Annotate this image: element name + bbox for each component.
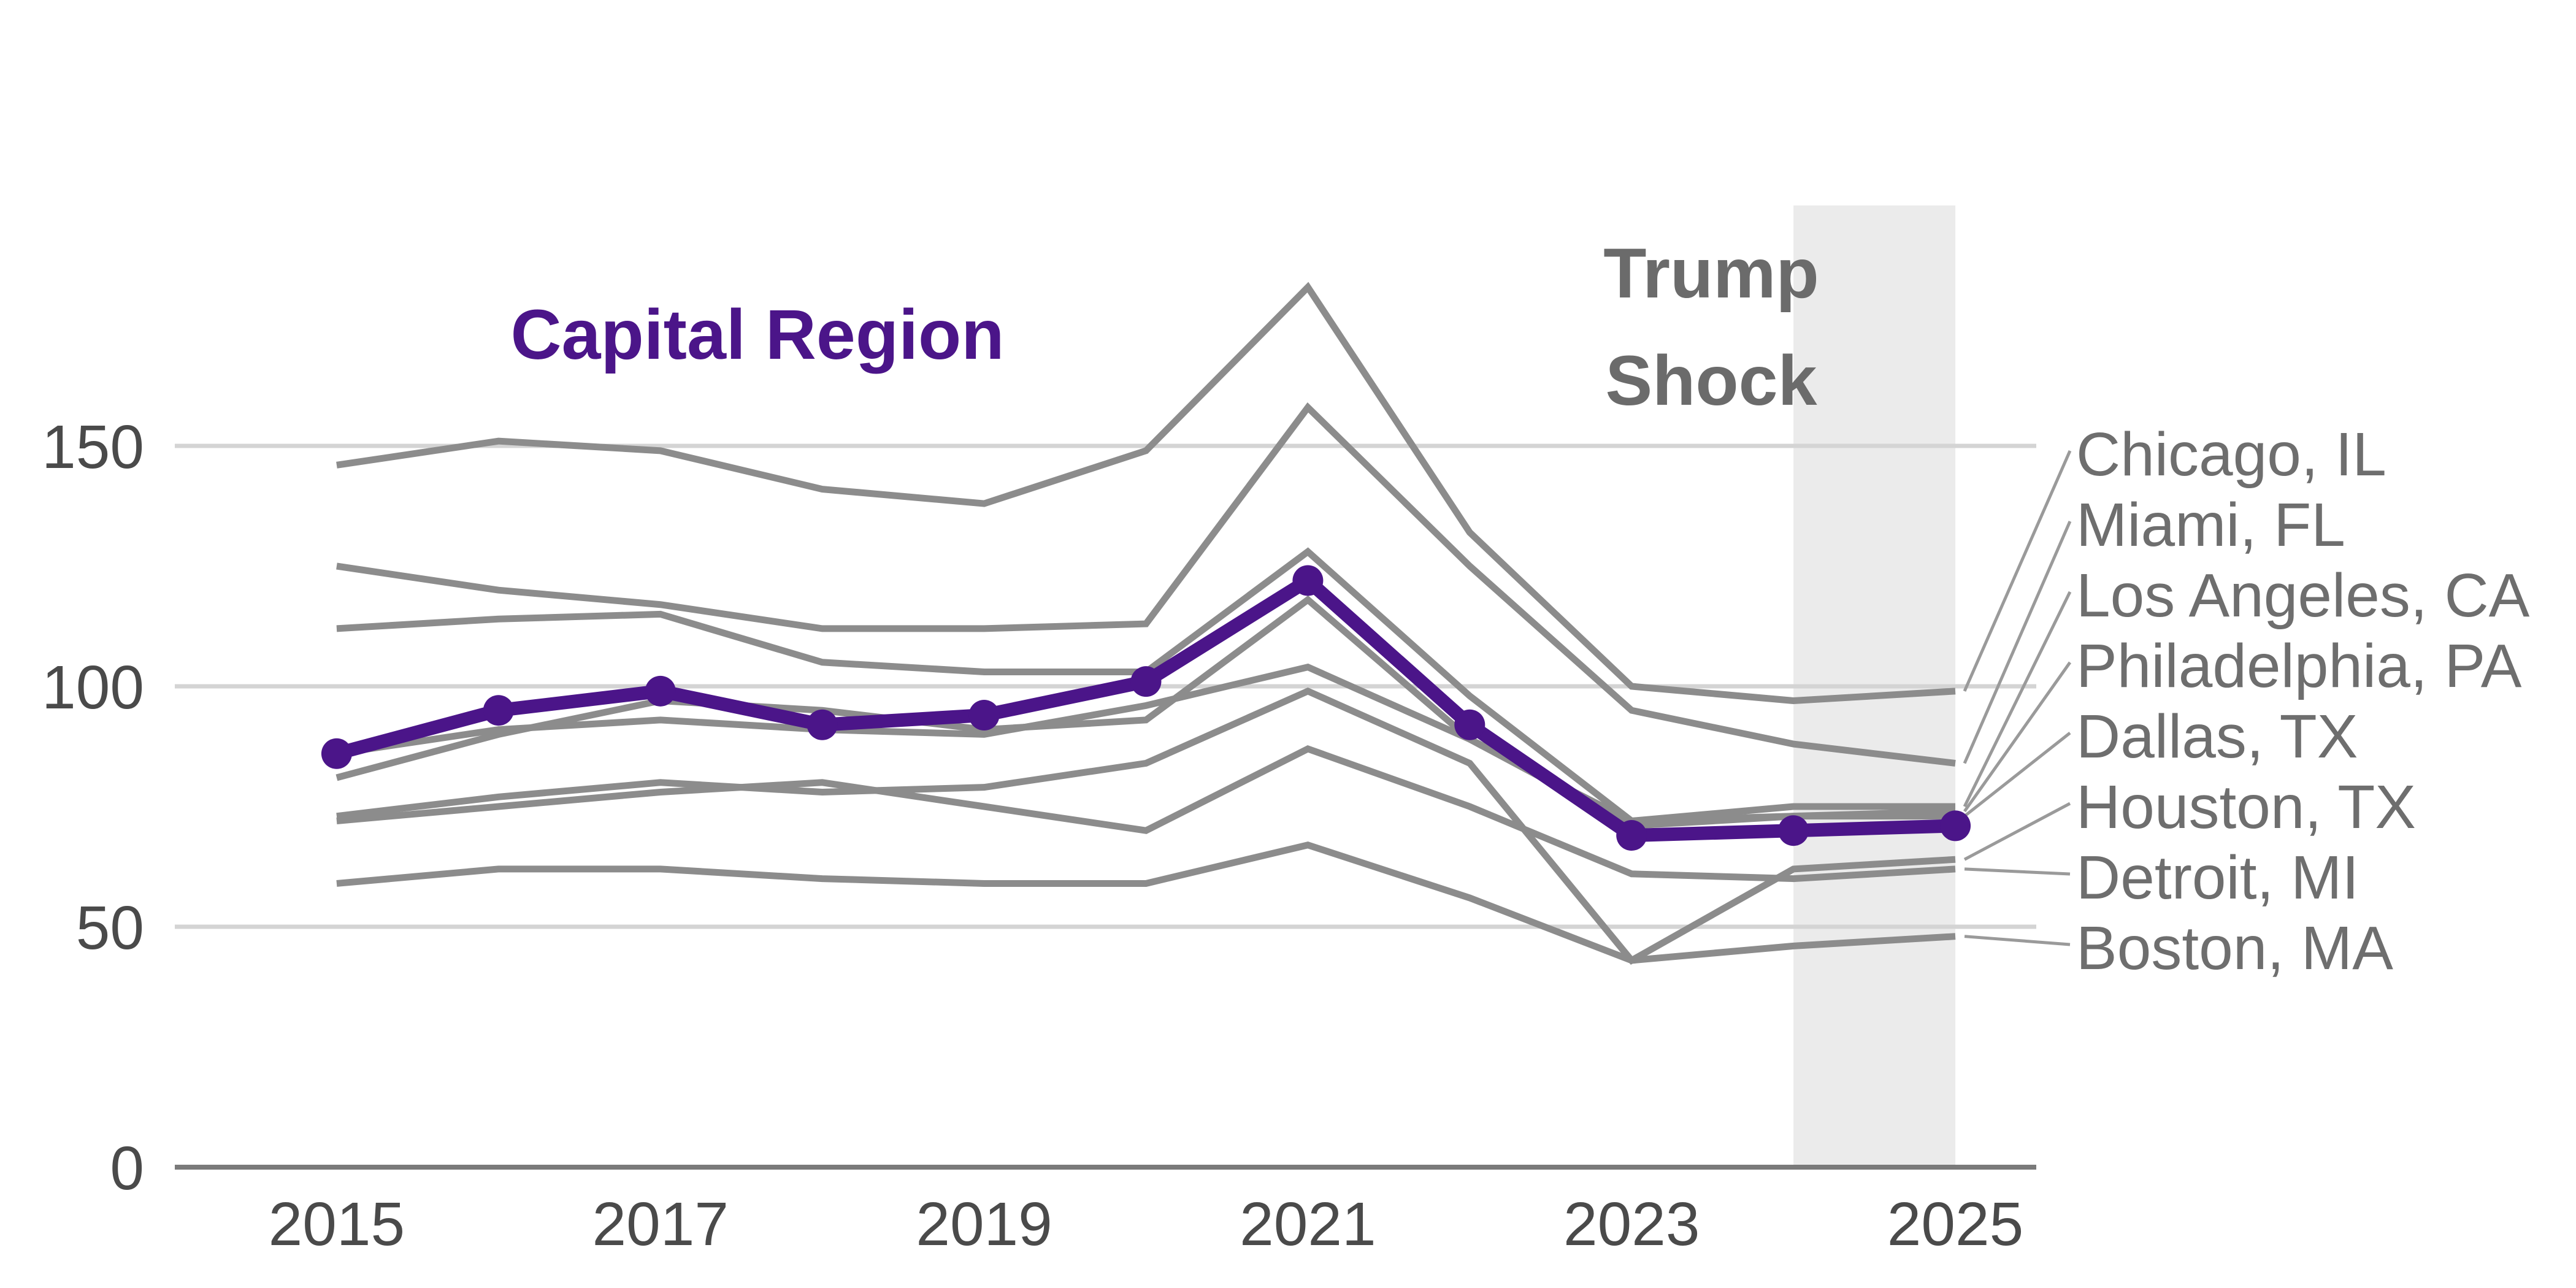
- x-tick-label-2017: 2017: [592, 1190, 729, 1259]
- series-label-boston-ma: Boston, MA: [2076, 914, 2393, 983]
- highlight-point-2025: [1940, 810, 1971, 841]
- series-line-detroit-mi: [336, 745, 1956, 883]
- highlight-point-2021: [1292, 565, 1324, 596]
- highlight-point-2023: [1616, 820, 1647, 851]
- series-line-miami-fl: [336, 402, 1956, 767]
- highlight-point-2016: [483, 695, 514, 726]
- series-label-chicago-il: Chicago, IL: [2076, 420, 2386, 489]
- y-tick-label-150: 150: [42, 413, 144, 481]
- highlight-series-layer: [321, 565, 1971, 851]
- x-tick-label-2025: 2025: [1887, 1190, 2023, 1259]
- y-tick-label-0: 0: [110, 1134, 144, 1203]
- label-leader-lines: [1963, 450, 2072, 946]
- highlight-point-2015: [321, 738, 352, 769]
- x-tick-label-2021: 2021: [1240, 1190, 1376, 1259]
- y-tick-label-50: 50: [76, 894, 144, 962]
- series-label-los-angeles-ca: Los Angeles, CA: [2076, 561, 2530, 630]
- leader-line-philadelphia-pa: [1963, 661, 2072, 813]
- shaded-region-label-line-2: Shock: [1605, 342, 1817, 420]
- highlight-point-2022: [1454, 709, 1485, 740]
- leader-line-houston-tx: [1963, 802, 2071, 861]
- highlight-point-2019: [968, 700, 1000, 731]
- chart-text: Trump Shock Capital Region 0 50 100 150 2015…: [42, 234, 2530, 1259]
- highlight-series-label: Capital Region: [510, 296, 1004, 374]
- series-label-dallas-tx: Dallas, TX: [2076, 702, 2358, 771]
- series-label-detroit-mi: Detroit, MI: [2076, 843, 2359, 912]
- x-tick-label-2019: 2019: [916, 1190, 1052, 1259]
- highlight-point-2018: [807, 709, 838, 740]
- series-label-houston-tx: Houston, TX: [2076, 773, 2416, 841]
- x-tick-label-2015: 2015: [269, 1190, 405, 1259]
- shaded-region-label-line-1: Trump: [1603, 234, 1819, 313]
- highlight-point-2020: [1130, 666, 1162, 697]
- y-tick-label-100: 100: [42, 653, 144, 722]
- leader-line-chicago-il: [1963, 450, 2072, 692]
- x-tick-label-2023: 2023: [1563, 1190, 1700, 1259]
- series-line-chicago-il: [336, 282, 1956, 705]
- series-line-houston-tx: [336, 687, 1956, 965]
- series-label-miami-fl: Miami, FL: [2076, 491, 2345, 559]
- leader-line-miami-fl: [1963, 521, 2072, 764]
- highlight-point-2017: [645, 675, 676, 707]
- leader-line-boston-ma: [1964, 935, 2071, 946]
- leader-line-dallas-tx: [1963, 732, 2071, 818]
- leader-line-los-angeles-ca: [1963, 591, 2072, 808]
- leader-line-detroit-mi: [1964, 867, 2071, 876]
- highlight-point-2024: [1778, 815, 1809, 846]
- series-line-boston-ma: [336, 841, 1956, 964]
- series-label-philadelphia-pa: Philadelphia, PA: [2076, 632, 2522, 700]
- series-line-dallas-tx: [336, 663, 1956, 825]
